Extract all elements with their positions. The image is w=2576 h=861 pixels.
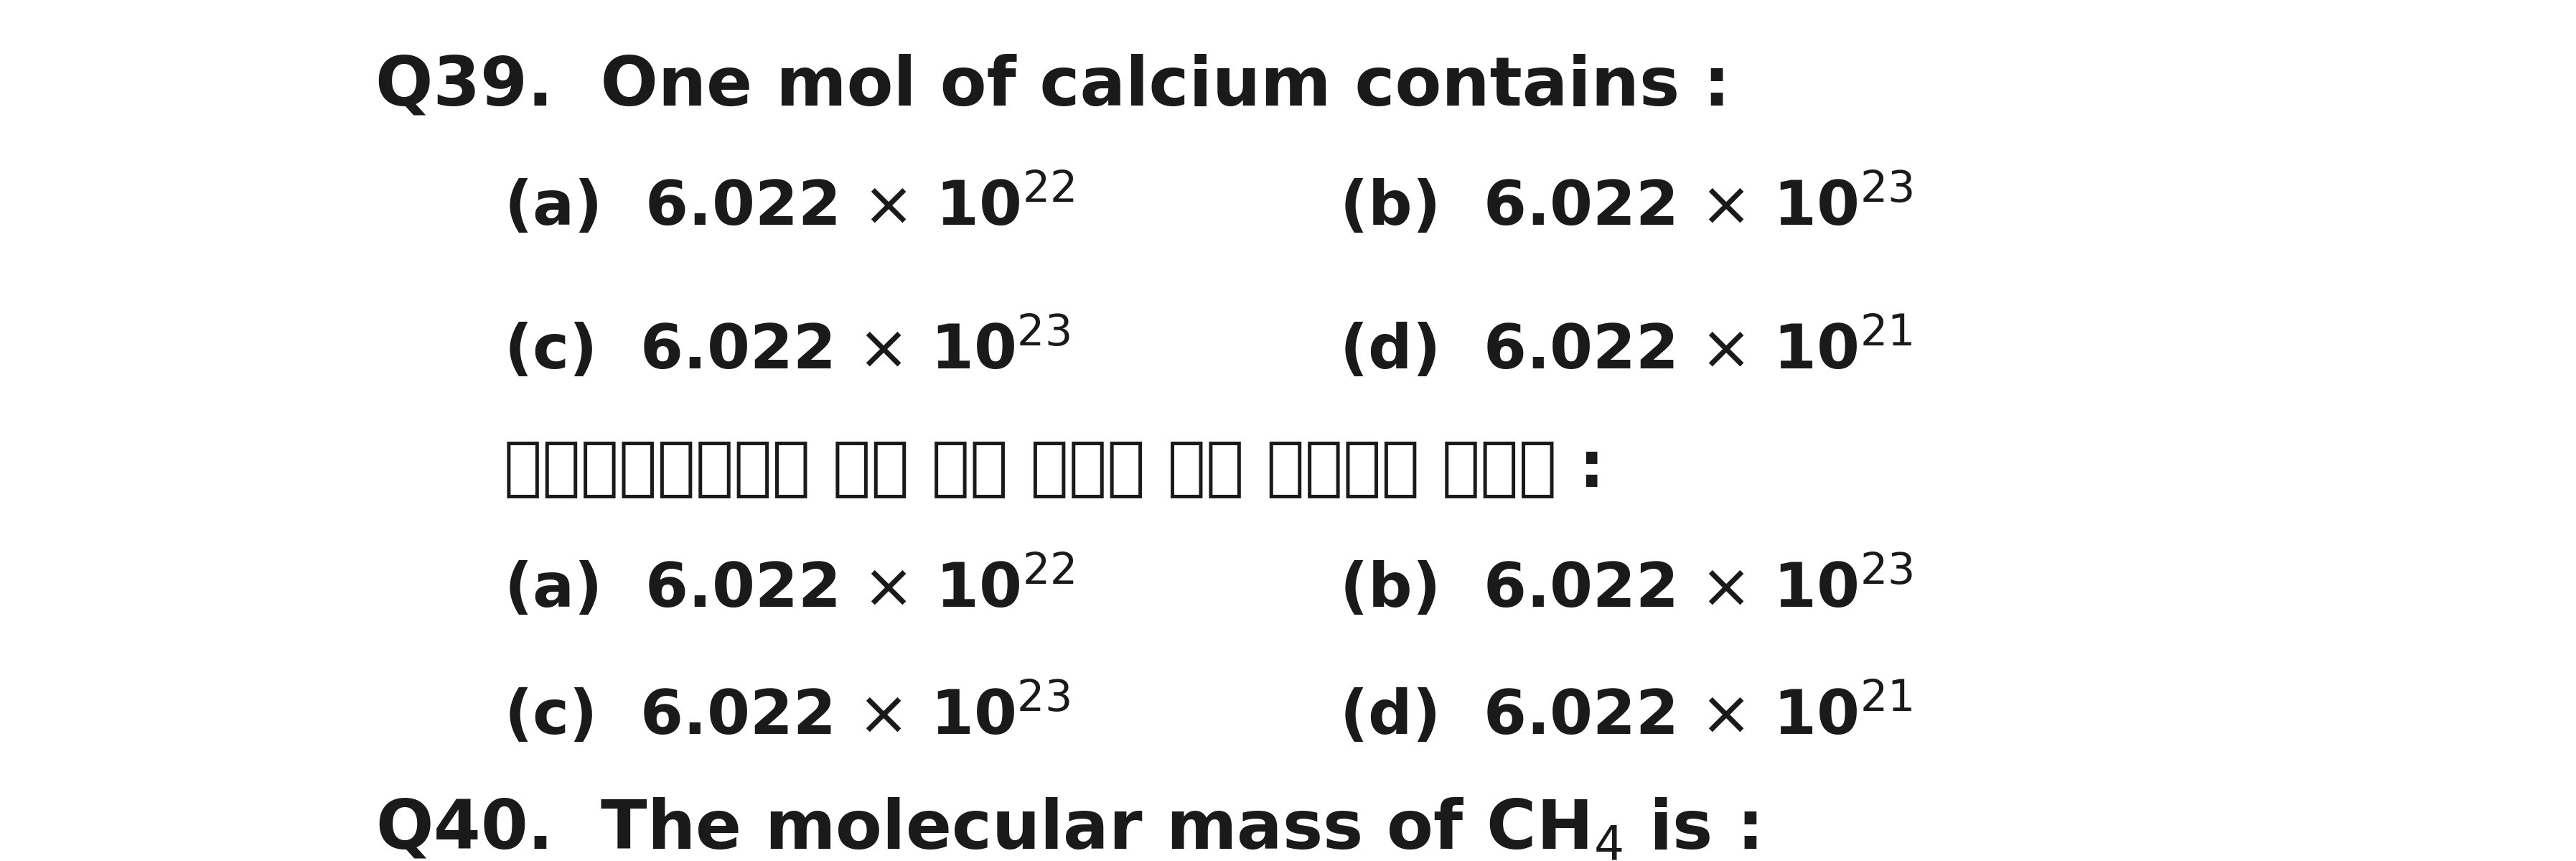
Text: Q39.  One mol of calcium contains :: Q39. One mol of calcium contains : [376,53,1731,120]
Text: (b)  6.022 $\times$ 10$^{23}$: (b) 6.022 $\times$ 10$^{23}$ [1340,172,1914,239]
Text: (a)  6.022 $\times$ 10$^{22}$: (a) 6.022 $\times$ 10$^{22}$ [505,172,1074,239]
Text: (c)  6.022 $\times$ 10$^{23}$: (c) 6.022 $\times$ 10$^{23}$ [505,316,1069,382]
Text: (b)  6.022 $\times$ 10$^{23}$: (b) 6.022 $\times$ 10$^{23}$ [1340,554,1914,621]
Text: (d)  6.022 $\times$ 10$^{21}$: (d) 6.022 $\times$ 10$^{21}$ [1340,316,1911,382]
Text: (a)  6.022 $\times$ 10$^{22}$: (a) 6.022 $\times$ 10$^{22}$ [505,554,1074,621]
Text: (c)  6.022 $\times$ 10$^{23}$: (c) 6.022 $\times$ 10$^{23}$ [505,682,1069,748]
Text: Q40.  The molecular mass of CH$_{4}$ is :: Q40. The molecular mass of CH$_{4}$ is : [376,797,1757,861]
Text: कैल्शियम के एक मोल मे होते हैं :: कैल्शियम के एक मोल मे होते हैं : [505,437,1605,499]
Text: (d)  6.022 $\times$ 10$^{21}$: (d) 6.022 $\times$ 10$^{21}$ [1340,682,1911,748]
